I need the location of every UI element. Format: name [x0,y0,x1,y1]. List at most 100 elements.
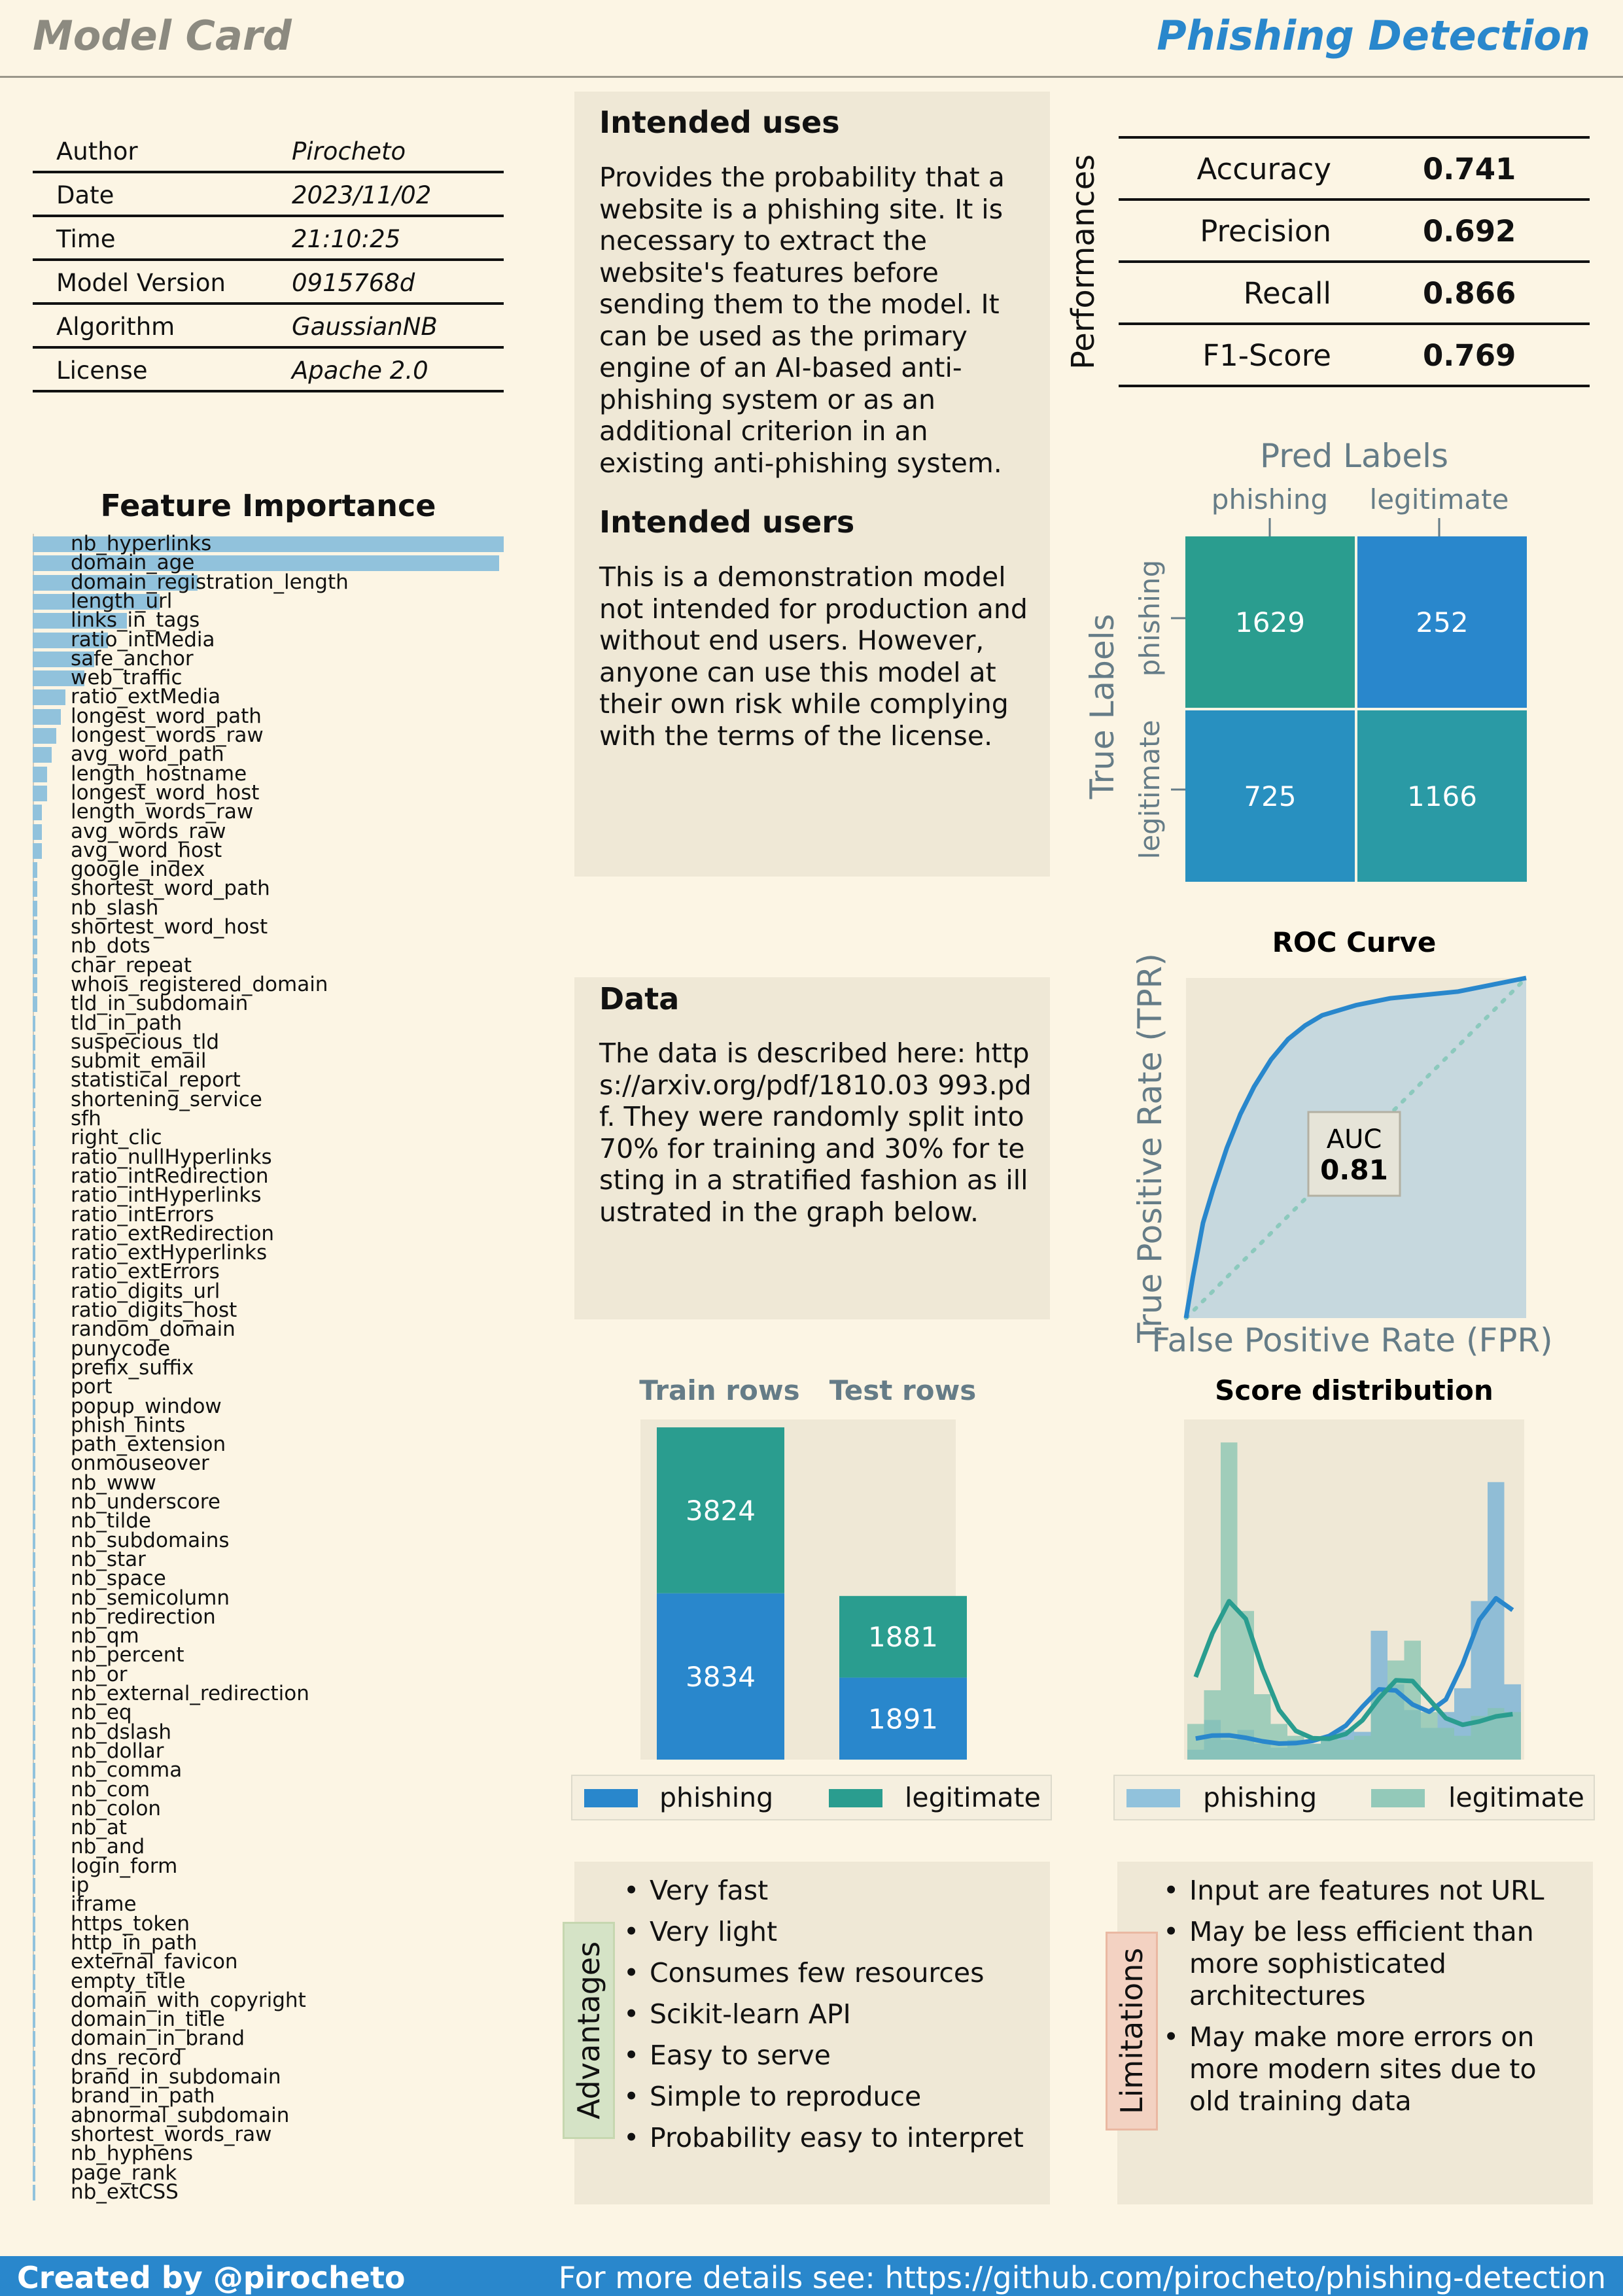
score-legend-phishing-label: phishing [1203,1782,1318,1813]
roc-line [1183,975,1527,1319]
feature-importance-bar [33,1686,35,1702]
performance-value: 0.866 [1423,276,1516,311]
feature-importance-label: length_url [71,589,173,613]
confusion-cell [1185,710,1355,882]
feature-importance-label: dns_record [71,2045,183,2070]
limitations-label: Limitations [1106,1932,1158,2131]
feature-importance-bar [33,1839,35,1856]
list-item: Easy to serve [623,2040,1042,2072]
feature-importance-bar [33,1092,35,1108]
list-item: May be less efficient than more sophisti… [1163,1916,1582,2012]
footer-link[interactable]: For more details see: https://github.com… [558,2260,1606,2295]
meta-key: Model Version [56,269,226,297]
confusion-cell-value: 1166 [1407,780,1477,812]
feature-importance-bar [33,728,56,744]
score-kde-line [1195,1595,1514,1746]
meta-value: Apache 2.0 [292,357,428,385]
feature-importance-label: suspecious_tld [71,1030,220,1054]
feature-importance-label: nb_tilde [71,1509,151,1533]
feature-importance-label: web_traffic [71,666,183,690]
meta-value: 2023/11/02 [292,181,432,209]
performance-metric: Precision [1200,214,1331,249]
score-distribution-svg: Score distribution [1184,1374,1524,1760]
feature-importance-bar [33,651,94,667]
feature-importance-bar [33,1897,35,1913]
feature-importance-bar [33,1437,35,1453]
split-bar-label: 3834 [686,1661,756,1693]
split-bar-segment [657,1427,784,1593]
score-hist-bar [1437,1728,1454,1760]
list-item: Scikit-learn API [623,1998,1042,2030]
score-hist-bar [1204,1690,1221,1760]
header-right-title: Phishing Detection [1157,12,1590,60]
confusion-matrix-svg: Pred Labels phishing legitimate True Lab… [1083,437,1527,882]
list-item: Very light [623,1916,1042,1948]
feature-importance-label: shortest_words_raw [71,2122,272,2146]
feature-importance-bar [33,1955,35,1971]
feature-importance-label: ratio_intMedia [71,627,215,652]
feature-importance-bar [33,1073,35,1089]
meta-key: Time [56,225,116,253]
split-bar-segment [839,1595,967,1678]
confusion-cell-value: 1629 [1235,606,1305,638]
feature-importance-bar [33,1495,35,1510]
feature-importance-bar [33,1207,35,1223]
split-bar-label: 1891 [868,1703,938,1735]
feature-importance-bar [33,1667,35,1683]
feature-importance-label: nb_hyperlinks [71,532,212,555]
feature-importance-label: nb_redirection [71,1605,216,1629]
feature-importance-label: shortest_word_host [71,915,268,939]
feature-importance-label: length_words_raw [71,800,254,824]
feature-importance-bar [33,2050,35,2066]
feature-importance-label: right_clic [71,1126,162,1150]
roc-ylabel: True Positive Rate (TPR) [1132,953,1169,1344]
meta-row: Algorithm GaussianNB [33,305,504,349]
auc-label: AUC [1327,1124,1382,1155]
list-item: Probability easy to interpret [623,2122,1042,2154]
feature-importance-bar [33,2070,35,2085]
advantages-list: Very fast Very light Consumes few resource… [623,1875,1042,2163]
feature-importance-bar [33,1245,35,1262]
performance-row: Precision 0.692 [1119,201,1590,263]
performances-side-label-wrap: Performances [1047,137,1119,386]
feature-importance-bar [33,1034,35,1051]
feature-importance-label: prefix_suffix [71,1355,194,1380]
feature-importance-bar [33,1648,35,1664]
intended-uses-text: Provides the probability that a website … [599,162,1005,479]
feature-importance-bar [33,2146,35,2163]
feature-importance-label: nb_extCSS [71,2180,179,2204]
confusion-cell-value: 252 [1416,606,1468,638]
score-hist-bar [1421,1712,1438,1760]
feature-importance-bar [33,1992,35,2009]
feature-importance-bar [33,766,47,782]
list-item: Input are features not URL [1163,1875,1582,1907]
meta-key: Author [56,137,138,165]
feature-importance-label: empty_title [71,1969,186,1993]
score-legend-legitimate-label: legitimate [1448,1782,1584,1813]
list-item: Simple to reproduce [623,2081,1042,2113]
feature-importance-bar [33,1590,35,1607]
score-hist-bar [1304,1743,1321,1760]
performance-metric: Recall [1243,276,1331,311]
feature-importance-label: nb_hyphens [71,2142,194,2166]
feature-importance-bar [33,2127,35,2143]
legend-phishing-label: phishing [659,1782,774,1813]
performances-top-rule [1119,136,1590,139]
score-hist-bar [1504,1712,1521,1760]
score-hist-bar [1187,1724,1204,1760]
feature-importance-label: ratio_intErrors [71,1202,215,1226]
meta-value: 0915768d [292,269,415,297]
feature-importance-label: http_in_path [71,1930,198,1955]
feature-importance-label: links_in_tags [71,608,200,633]
limitations-list: Input are features not URL May be less ef… [1163,1875,1582,2127]
feature-importance-bar [33,1303,35,1319]
feature-importance-label: nb_space [71,1567,166,1591]
feature-importance-bar [33,1743,35,1760]
feature-importance-label: submit_email [71,1049,207,1073]
feature-importance-label: nb_subdomains [71,1528,230,1552]
advantages-panel: Very fast Very light Consumes few resource… [574,1862,1050,2204]
feature-importance-bar [33,1705,35,1722]
feature-importance-bar [33,977,38,993]
auc-box [1307,1111,1401,1197]
score-hist-bar [1254,1694,1271,1760]
